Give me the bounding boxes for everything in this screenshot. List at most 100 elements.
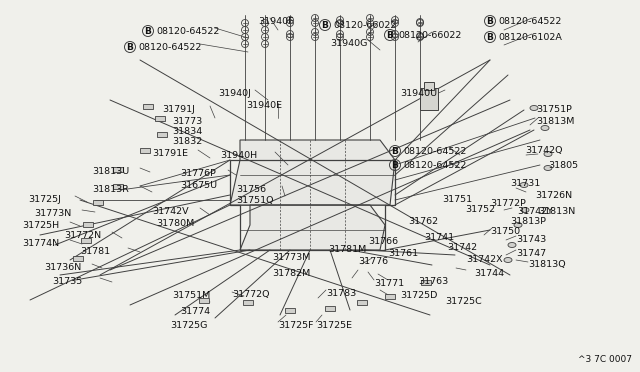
- Text: B: B: [321, 20, 328, 29]
- Ellipse shape: [521, 208, 529, 212]
- Text: 08120-64522: 08120-64522: [156, 26, 220, 35]
- Text: 31791E: 31791E: [152, 148, 188, 157]
- Text: 31766: 31766: [368, 237, 398, 246]
- Ellipse shape: [530, 106, 538, 110]
- Text: 31791J: 31791J: [162, 105, 195, 113]
- Text: 31725G: 31725G: [170, 321, 207, 330]
- Bar: [155, 115, 165, 121]
- Bar: [140, 148, 150, 153]
- Text: 31763: 31763: [418, 276, 448, 285]
- Bar: [424, 82, 434, 90]
- Text: 31761: 31761: [388, 248, 418, 257]
- Text: 31771: 31771: [374, 279, 404, 288]
- Bar: [243, 299, 253, 305]
- Text: 31813U: 31813U: [92, 167, 129, 176]
- Text: 31726N: 31726N: [535, 190, 572, 199]
- Bar: [113, 167, 123, 171]
- Text: 31776: 31776: [358, 257, 388, 266]
- Bar: [420, 88, 438, 110]
- Text: 08120-64522: 08120-64522: [403, 147, 467, 155]
- Text: 31747: 31747: [516, 248, 546, 257]
- Text: 31813R: 31813R: [92, 185, 129, 193]
- Text: 31772N: 31772N: [64, 231, 101, 240]
- Text: 31940U: 31940U: [400, 89, 437, 97]
- Text: 31940H: 31940H: [220, 151, 257, 160]
- Text: 31744: 31744: [474, 269, 504, 278]
- Text: 31725J: 31725J: [28, 195, 61, 203]
- Bar: [357, 299, 367, 305]
- Ellipse shape: [514, 222, 522, 228]
- Text: 31751Q: 31751Q: [236, 196, 273, 205]
- Text: 31756: 31756: [236, 185, 266, 193]
- Text: 31751: 31751: [442, 195, 472, 203]
- Text: B: B: [486, 32, 493, 42]
- Text: 31834: 31834: [172, 126, 202, 135]
- Text: 31742V: 31742V: [152, 206, 189, 215]
- Text: 31725H: 31725H: [22, 221, 59, 230]
- Bar: [421, 279, 431, 285]
- Text: B: B: [392, 160, 399, 170]
- Text: 31736N: 31736N: [44, 263, 81, 272]
- Ellipse shape: [508, 243, 516, 247]
- Text: 31813M: 31813M: [536, 116, 574, 125]
- Text: 31772Q: 31772Q: [232, 291, 269, 299]
- Bar: [285, 308, 295, 312]
- Text: 31742Q: 31742Q: [525, 147, 563, 155]
- Text: 31750: 31750: [490, 227, 520, 235]
- Text: 31774N: 31774N: [22, 238, 59, 247]
- Ellipse shape: [544, 151, 552, 157]
- Text: 31742Y: 31742Y: [517, 206, 553, 215]
- Bar: [81, 237, 91, 243]
- Text: 08120-66022: 08120-66022: [398, 31, 461, 39]
- Text: 08120-64522: 08120-64522: [498, 16, 561, 26]
- Text: 31741: 31741: [424, 232, 454, 241]
- Bar: [325, 305, 335, 311]
- Text: 31774: 31774: [180, 307, 210, 315]
- Text: 31940G: 31940G: [330, 38, 367, 48]
- Text: 31725F: 31725F: [278, 321, 314, 330]
- Text: 31805: 31805: [548, 160, 578, 170]
- Text: 31751M: 31751M: [172, 291, 211, 299]
- Bar: [199, 298, 209, 302]
- Text: 31813Q: 31813Q: [528, 260, 566, 269]
- Polygon shape: [230, 140, 395, 205]
- Text: 31742: 31742: [447, 243, 477, 251]
- Text: 31725D: 31725D: [400, 291, 437, 299]
- Text: 31725E: 31725E: [316, 321, 352, 330]
- Text: 31725C: 31725C: [445, 296, 482, 305]
- Text: 31772P: 31772P: [490, 199, 526, 208]
- Text: B: B: [486, 16, 493, 26]
- Text: 08120-66022: 08120-66022: [333, 20, 396, 29]
- Text: B: B: [145, 26, 152, 35]
- Text: 31773N: 31773N: [34, 208, 71, 218]
- Ellipse shape: [541, 125, 549, 131]
- Text: 31742X: 31742X: [466, 254, 502, 263]
- Text: 31773M: 31773M: [272, 253, 310, 262]
- Text: 08120-64522: 08120-64522: [403, 160, 467, 170]
- Text: 31813N: 31813N: [538, 206, 575, 215]
- Text: 31782M: 31782M: [272, 269, 310, 278]
- Text: 31832: 31832: [172, 137, 202, 145]
- Text: 31675U: 31675U: [180, 180, 217, 189]
- Text: 31752: 31752: [465, 205, 495, 214]
- Text: 31813P: 31813P: [510, 217, 546, 225]
- Bar: [73, 256, 83, 260]
- Text: 31773: 31773: [172, 116, 202, 125]
- Bar: [385, 294, 395, 298]
- Text: ^3 7C 0007: ^3 7C 0007: [578, 355, 632, 364]
- Bar: [83, 221, 93, 227]
- Text: 31940E: 31940E: [246, 102, 282, 110]
- Bar: [143, 103, 153, 109]
- Text: 31781M: 31781M: [328, 244, 366, 253]
- Text: 31940F: 31940F: [258, 16, 294, 26]
- Text: B: B: [392, 147, 399, 155]
- Text: 31731: 31731: [510, 179, 540, 187]
- Bar: [113, 183, 123, 189]
- Polygon shape: [240, 205, 385, 250]
- Ellipse shape: [520, 183, 528, 187]
- Text: B: B: [127, 42, 133, 51]
- Text: 31940J: 31940J: [218, 89, 251, 97]
- Text: 31735: 31735: [52, 276, 83, 285]
- Text: 08120-6102A: 08120-6102A: [498, 32, 562, 42]
- Text: 31783: 31783: [326, 289, 356, 298]
